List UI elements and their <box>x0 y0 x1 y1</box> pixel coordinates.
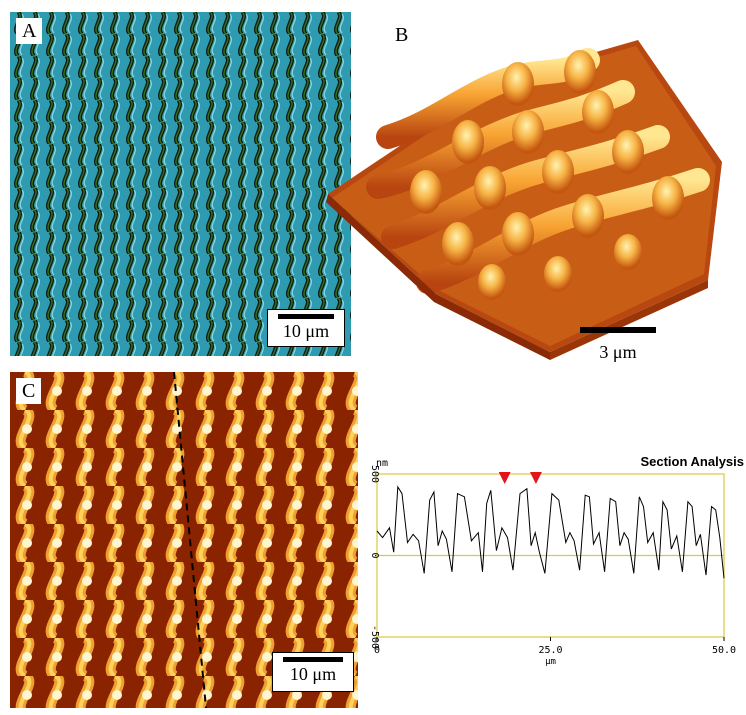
section-profile-line <box>376 485 725 579</box>
panel-a-micrograph <box>10 12 351 356</box>
x-axis-label: μm <box>545 657 556 667</box>
panel-b-3d: B <box>318 12 746 372</box>
panel-c-scale-text: 10 μm <box>289 664 337 684</box>
section-analysis-chart: Section Analysis nm 500 0 -500 0 25.0 50.0 μm <box>360 440 746 690</box>
section-unit-label: nm <box>376 458 388 469</box>
panel-b-scale-bar <box>580 327 656 333</box>
panel-c-scale-bar <box>283 657 343 662</box>
panel-c-scale-box: 10 μm <box>272 652 354 692</box>
y-tick-label: 500 <box>369 465 380 483</box>
panel-a-image: A 10 μm <box>10 12 351 356</box>
section-line <box>173 372 207 708</box>
section-marker <box>498 472 511 484</box>
panel-b-surface <box>326 40 722 360</box>
x-tick-label: 25.0 <box>538 645 562 656</box>
panel-a-scale-text: 10 μm <box>282 321 330 341</box>
section-marker <box>529 472 542 484</box>
panel-c-label: C <box>16 378 42 404</box>
panel-b-label: B <box>395 24 409 46</box>
panel-a-label: A <box>16 18 43 44</box>
y-tick-label: 0 <box>369 552 380 558</box>
panel-b-scale-text: 3 μm <box>599 342 637 362</box>
x-tick-label: 0 <box>374 645 380 656</box>
panel-c-image: C 10 μm <box>10 372 358 708</box>
y-tick-label: -500 <box>369 625 380 649</box>
panel-a-scale-box: 10 μm <box>267 309 345 347</box>
x-tick-label: 50.0 <box>712 645 736 656</box>
section-title: Section Analysis <box>640 454 744 469</box>
panel-a-scale-bar <box>278 314 334 319</box>
panel-b-bumps <box>410 50 684 300</box>
